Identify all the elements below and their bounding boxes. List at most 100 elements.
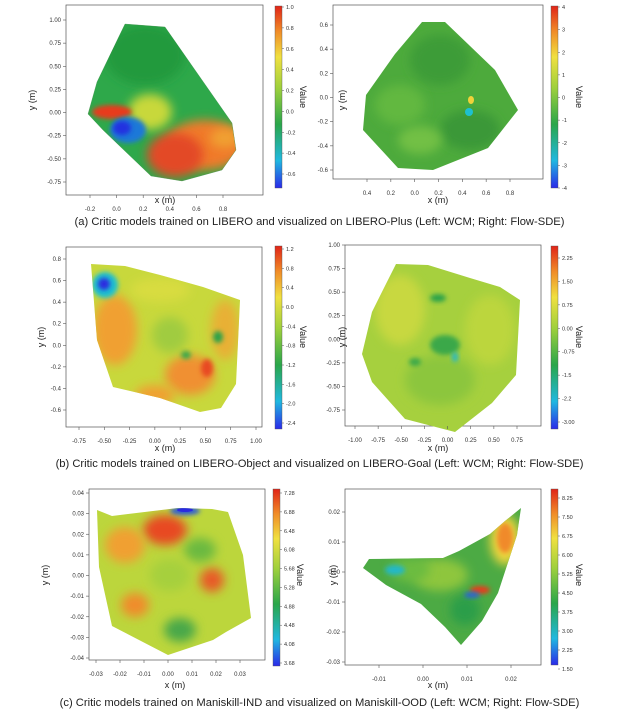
x-tick-label: 0.8 xyxy=(506,191,515,197)
colorbar-tick-label: 0.00 xyxy=(562,326,573,332)
x-tick-label: 0.50 xyxy=(200,439,212,445)
colorbar-tick-label: -4 xyxy=(562,186,567,192)
colorbar-tick-label: -0.75 xyxy=(562,350,575,356)
colorbar-tick-label: 4.88 xyxy=(284,604,295,610)
x-tick-label: -0.03 xyxy=(89,672,103,678)
y-axis-label: y (m) xyxy=(328,565,338,586)
colorbar-tick-label: 4.08 xyxy=(284,642,295,648)
y-tick-label: 0.01 xyxy=(72,553,84,559)
y-tick-label: -0.50 xyxy=(326,384,340,390)
colorbar xyxy=(272,488,281,667)
y-tick-label: -0.6 xyxy=(51,408,62,414)
colorbar-tick-label: 4.50 xyxy=(562,591,573,597)
y-tick-label: 0.00 xyxy=(328,337,340,343)
colorbar-tick-label: -1.5 xyxy=(562,373,571,379)
colorbar-tick-label: 3 xyxy=(562,28,565,34)
x-axis-label: x (m) xyxy=(165,680,186,690)
y-tick-label: 0.25 xyxy=(328,314,340,320)
x-tick-label: -0.01 xyxy=(137,672,151,678)
x-tick-label: 0.0 xyxy=(410,191,419,197)
y-axis-label: y (m) xyxy=(27,90,37,111)
colorbar-tick-label: 0 xyxy=(562,96,565,102)
colorbar-tick-label: 0.4 xyxy=(286,286,294,292)
colorbar-tick-label: 3.00 xyxy=(562,629,573,635)
y-tick-label: 0.50 xyxy=(49,64,61,70)
colorbar xyxy=(274,245,283,430)
colorbar-tick-label: 0.0 xyxy=(286,305,294,311)
panel-c-left xyxy=(88,488,281,667)
x-tick-label: 0.6 xyxy=(192,207,201,213)
x-tick-label: 1.00 xyxy=(250,439,262,445)
caption-c: (c) Critic models trained on Maniskill-I… xyxy=(59,697,580,709)
colorbar-title: Value xyxy=(298,86,308,108)
colorbar-tick-label: 2 xyxy=(562,50,565,56)
colorbar-tick-label: 0.4 xyxy=(286,68,294,74)
colorbar-tick-label: 1.50 xyxy=(562,667,573,673)
colorbar-tick-label: 2.25 xyxy=(562,256,573,262)
x-tick-label: 0.00 xyxy=(149,439,161,445)
x-tick-label: 0.4 xyxy=(166,207,175,213)
colorbar-title: Value xyxy=(295,564,305,586)
y-tick-label: 1.00 xyxy=(328,243,340,249)
colorbar-tick-label: 5.28 xyxy=(284,585,295,591)
x-tick-label: -0.2 xyxy=(85,207,96,213)
y-tick-label: 0.8 xyxy=(53,257,62,263)
y-tick-label: 0.25 xyxy=(49,87,61,93)
colorbar-tick-label: -1.6 xyxy=(286,382,295,388)
colorbar-tick-label: 8.25 xyxy=(562,496,573,502)
y-tick-label: -0.50 xyxy=(47,157,61,163)
y-tick-label: 1.00 xyxy=(49,18,61,24)
colorbar-title: Value xyxy=(574,326,584,348)
caption-a: (a) Critic models trained on LIBERO and … xyxy=(74,216,565,228)
y-axis-label: y (m) xyxy=(40,565,50,586)
y-tick-label: 0.00 xyxy=(328,570,340,576)
colorbar-tick-label: 6.48 xyxy=(284,529,295,535)
x-tick-label: -1.00 xyxy=(348,438,362,444)
x-tick-label: 0.2 xyxy=(434,191,443,197)
y-tick-label: 0.75 xyxy=(328,267,340,273)
colorbar-tick-label: 0.8 xyxy=(286,26,294,32)
x-tick-label: -0.25 xyxy=(418,438,432,444)
colorbar-tick-label: 3.75 xyxy=(562,610,573,616)
x-tick-label: 0.8 xyxy=(219,207,228,213)
colorbar-tick-label: 3.68 xyxy=(284,661,295,667)
colorbar-title: Value xyxy=(298,326,308,348)
y-tick-label: -0.02 xyxy=(326,630,340,636)
colorbar-tick-label: 5.68 xyxy=(284,567,295,573)
x-tick-label: -0.75 xyxy=(72,439,86,445)
x-tick-label: -0.50 xyxy=(97,439,111,445)
colorbar-tick-label: 0.2 xyxy=(286,89,294,95)
y-axis-label: y (m) xyxy=(337,90,347,111)
colorbar xyxy=(550,488,559,666)
x-axis-label: x (m) xyxy=(155,443,176,453)
colorbar-tick-label: 7.50 xyxy=(562,515,573,521)
colorbar-tick-label: 0.8 xyxy=(286,266,294,272)
y-tick-label: 0.03 xyxy=(72,512,84,518)
x-tick-label: 0.2 xyxy=(387,191,396,197)
colorbar-tick-label: -0.6 xyxy=(286,172,295,178)
colorbar-tick-label: 0.75 xyxy=(562,303,573,309)
y-tick-label: -0.2 xyxy=(51,365,62,371)
y-tick-label: 0.04 xyxy=(72,491,84,497)
x-tick-label: 0.02 xyxy=(505,677,517,683)
y-tick-label: -0.03 xyxy=(70,635,84,641)
x-tick-label: 0.03 xyxy=(234,672,246,678)
colorbar-tick-label: 2.25 xyxy=(562,648,573,654)
y-tick-label: -0.2 xyxy=(318,120,329,126)
colorbar-tick-label: -2.4 xyxy=(286,421,295,427)
colorbar-tick-label: 7.28 xyxy=(284,491,295,497)
colorbar-tick-label: -1.2 xyxy=(286,363,295,369)
colorbar-tick-label: -2.0 xyxy=(286,402,295,408)
caption-b: (b) Critic models trained on LIBERO-Obje… xyxy=(55,458,584,470)
y-tick-label: 0.4 xyxy=(320,47,329,53)
panel-c-right xyxy=(344,488,559,666)
x-tick-label: -0.01 xyxy=(372,677,386,683)
x-tick-label: -0.02 xyxy=(113,672,127,678)
x-tick-label: 0.75 xyxy=(511,438,523,444)
y-tick-label: -0.01 xyxy=(326,600,340,606)
colorbar-tick-label: -3 xyxy=(562,163,567,169)
panel-a-right xyxy=(332,4,559,189)
colorbar-tick-label: 1.50 xyxy=(562,279,573,285)
colorbar-tick-label: -0.4 xyxy=(286,324,295,330)
y-axis-label: y (m) xyxy=(337,327,347,348)
